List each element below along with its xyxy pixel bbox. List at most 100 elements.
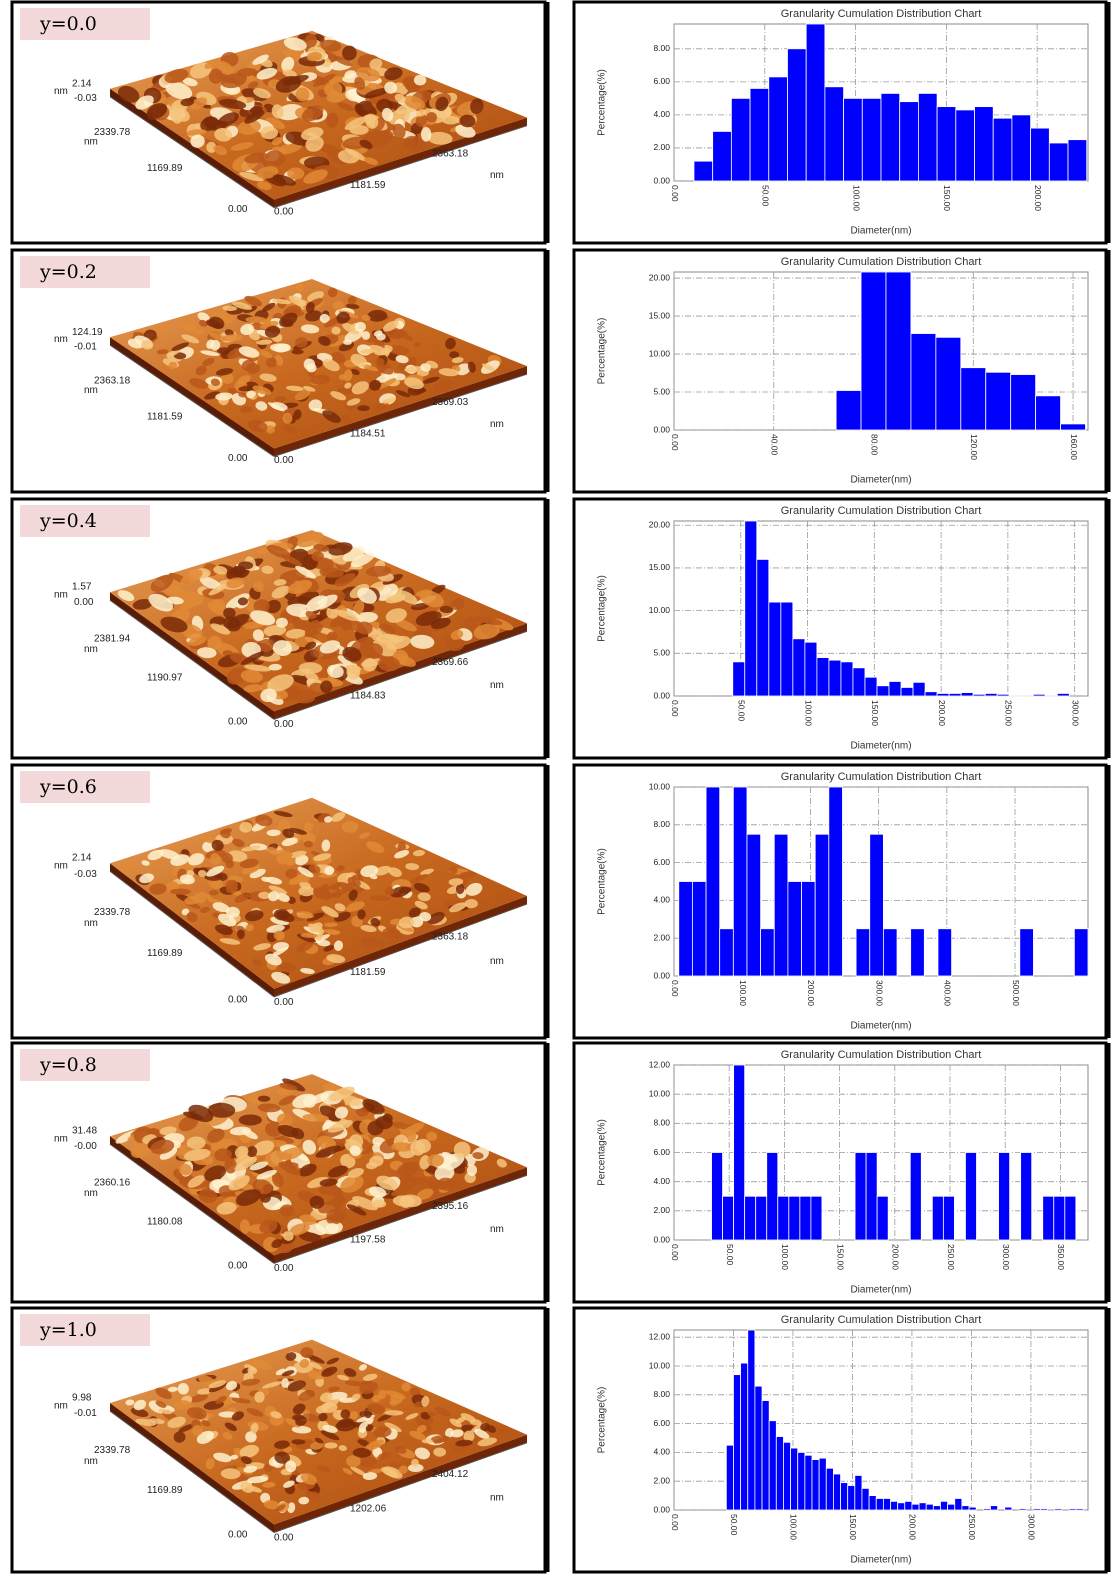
y-tick-label: 8.00	[653, 43, 670, 53]
chart-title: Granularity Cumulation Distribution Char…	[781, 1049, 982, 1061]
x-mid: 1202.06	[350, 1503, 387, 1514]
bar	[1036, 396, 1061, 430]
surface-grain	[421, 127, 431, 142]
bar	[812, 1460, 819, 1510]
origin-y: 0.00	[228, 994, 248, 1005]
surface-grain	[275, 396, 287, 402]
surface-grain	[357, 405, 369, 411]
y-tick-label: 10.00	[649, 781, 671, 791]
surface-grain	[238, 562, 253, 570]
bar	[833, 1474, 840, 1510]
bar	[949, 693, 961, 696]
bar	[881, 93, 900, 181]
y-tick-label: 20.00	[649, 520, 671, 530]
x-tick-label: 150.00	[942, 185, 952, 211]
bar	[870, 834, 884, 976]
z-min: -0.03	[74, 869, 97, 880]
y-tick-label: 8.00	[653, 1118, 670, 1128]
bar	[910, 1153, 921, 1241]
bar	[712, 1153, 723, 1241]
bar	[800, 1196, 811, 1240]
x-max: 2395.16	[432, 1201, 469, 1212]
bar	[943, 1196, 954, 1240]
x-unit: nm	[490, 170, 504, 181]
x-axis-title: Diameter(nm)	[850, 1555, 911, 1566]
surface-grain	[304, 841, 313, 848]
surface-grain	[343, 340, 352, 345]
y-tick-label: 15.00	[649, 310, 671, 320]
bar	[1031, 128, 1050, 181]
z-min: -0.00	[74, 1141, 97, 1152]
z-max: 2.14	[72, 852, 92, 863]
bar	[1069, 1509, 1076, 1510]
origin-y: 0.00	[228, 716, 248, 727]
surface-grain	[442, 116, 460, 125]
bar	[993, 118, 1012, 181]
y-axis-title: Percentage(%)	[597, 1119, 608, 1186]
bar	[825, 87, 844, 181]
bar	[733, 787, 747, 976]
bar	[694, 161, 713, 181]
y-tick-label: 12.00	[649, 1331, 671, 1341]
x-mid: 1184.83	[350, 690, 386, 701]
y-tick-label: 0.00	[653, 690, 670, 700]
bar	[741, 1363, 748, 1510]
z-min: -0.01	[74, 341, 97, 352]
y-tick-label: 8.00	[653, 1389, 670, 1399]
y-tick-label: 10.00	[649, 1088, 671, 1098]
y-tick-label: 5.00	[653, 648, 670, 658]
origin-y: 0.00	[228, 453, 248, 464]
bar	[940, 1501, 947, 1510]
bar	[826, 1468, 833, 1510]
bar	[836, 391, 861, 431]
x-mid: 1181.59	[350, 180, 386, 191]
y-axis-title: Percentage(%)	[597, 318, 608, 385]
bar	[1012, 115, 1031, 181]
bar	[731, 98, 750, 181]
x-axis-title: Diameter(nm)	[850, 1285, 911, 1296]
bar	[1020, 929, 1034, 976]
bar	[748, 1330, 755, 1510]
panel-label: y=1.0	[39, 1319, 97, 1341]
bar	[793, 639, 805, 696]
bar	[932, 1196, 943, 1240]
y-mid: 1181.59	[147, 412, 183, 423]
bar	[776, 1437, 783, 1510]
y-unit: nm	[84, 1456, 98, 1467]
bar	[841, 1483, 848, 1510]
x-mid: 1197.58	[350, 1234, 386, 1245]
bar	[891, 1501, 898, 1510]
bar	[948, 1504, 955, 1510]
bar	[787, 49, 806, 181]
x-tick-label: 350.00	[1056, 1244, 1066, 1270]
bar	[956, 110, 975, 181]
bar	[767, 1153, 778, 1241]
surface-grain	[260, 126, 278, 139]
bar	[861, 272, 886, 430]
bar	[789, 1196, 800, 1240]
x-tick-label: 300.00	[1027, 1514, 1037, 1540]
y-tick-label: 2.00	[653, 932, 670, 942]
x-tick-label: 160.00	[1069, 434, 1079, 460]
bar	[937, 693, 949, 696]
bar	[856, 929, 870, 976]
origin-x: 0.00	[274, 455, 294, 466]
z-unit: nm	[54, 86, 68, 97]
x-axis-title: Diameter(nm)	[850, 1021, 911, 1032]
bar	[1021, 1153, 1032, 1241]
bar	[990, 1506, 997, 1510]
z-min: -0.03	[74, 93, 97, 104]
bar	[745, 1196, 756, 1240]
bar	[855, 1475, 862, 1510]
x-tick-label: 0.00	[670, 700, 680, 717]
z-unit: nm	[54, 589, 68, 600]
bar	[955, 1498, 962, 1510]
y-tick-label: 0.00	[653, 970, 670, 980]
y-max: 2339.78	[94, 127, 131, 138]
y-tick-label: 0.00	[653, 1504, 670, 1514]
y-tick-label: 0.00	[653, 424, 670, 434]
bar	[756, 1196, 767, 1240]
x-tick-label: 120.00	[969, 434, 979, 460]
x-axis-title: Diameter(nm)	[850, 741, 911, 752]
bar	[805, 1455, 812, 1510]
